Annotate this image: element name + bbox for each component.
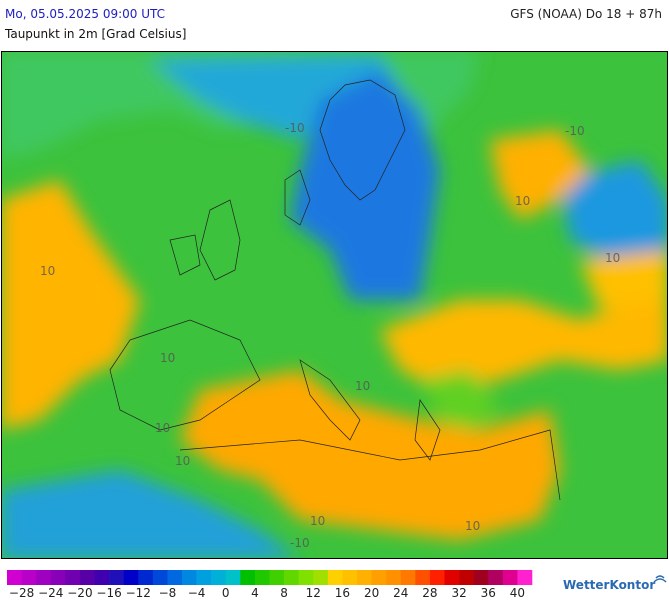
legend-tick-label: −4 xyxy=(188,586,206,600)
legend-swatch xyxy=(386,570,402,585)
legend-tick-label: −8 xyxy=(159,586,177,600)
contour-label: 10 xyxy=(605,251,620,265)
legend-swatch xyxy=(415,570,431,585)
contour-label: -10 xyxy=(290,536,310,550)
legend-tick-label: 24 xyxy=(393,586,408,600)
contour-label: 10 xyxy=(40,264,55,278)
legend-tick-label: −24 xyxy=(38,586,63,600)
legend-tick-label: −16 xyxy=(96,586,121,600)
legend-swatch xyxy=(400,570,416,585)
contour-label: 10 xyxy=(465,519,480,533)
legend-tick-label: 40 xyxy=(510,586,525,600)
legend-swatch xyxy=(357,570,372,585)
legend-swatch xyxy=(502,570,518,585)
contour-label: 10 xyxy=(160,351,175,365)
brand-icon xyxy=(653,575,667,583)
legend-swatch xyxy=(138,570,154,585)
legend-tick-label: 20 xyxy=(364,586,379,600)
legend-swatch xyxy=(313,570,329,585)
legend-tick-label: −28 xyxy=(9,586,34,600)
legend-swatch xyxy=(36,570,52,585)
legend-swatch xyxy=(327,570,343,585)
contour-label: -10 xyxy=(565,124,585,138)
legend-swatch xyxy=(123,570,139,585)
legend-tick-label: 4 xyxy=(251,586,259,600)
contour-label: 10 xyxy=(310,514,325,528)
legend-swatch xyxy=(342,570,358,585)
legend-swatch xyxy=(79,570,95,585)
legend-swatch xyxy=(444,570,460,585)
subtitle: Taupunkt in 2m [Grad Celsius] xyxy=(4,27,186,41)
legend-swatch xyxy=(269,570,285,585)
contour-label: 10 xyxy=(155,421,170,435)
legend-swatch xyxy=(94,570,110,585)
contour-label: 10 xyxy=(355,379,370,393)
legend-swatch xyxy=(182,570,197,585)
legend-swatch xyxy=(167,570,183,585)
legend-swatch xyxy=(284,570,299,585)
contour-label: -10 xyxy=(285,121,305,135)
legend-tick-label: 32 xyxy=(451,586,466,600)
legend-tick-label: −12 xyxy=(126,586,151,600)
legend-tick-label: 28 xyxy=(422,586,437,600)
brand: WetterKontor xyxy=(563,575,667,592)
legend-tick-label: −20 xyxy=(67,586,92,600)
contour-label: 10 xyxy=(175,454,190,468)
legend-tick-label: 12 xyxy=(306,586,321,600)
legend-swatch xyxy=(473,570,489,585)
legend-tick-label: 8 xyxy=(280,586,288,600)
brand-name: WetterKontor xyxy=(563,578,655,592)
legend-swatch xyxy=(371,570,387,585)
legend-swatch xyxy=(254,570,270,585)
model-run: GFS (NOAA) Do 18 + 87h xyxy=(510,7,662,21)
legend-swatch xyxy=(488,570,504,585)
legend-tick-label: 16 xyxy=(335,586,350,600)
legend-swatch xyxy=(109,570,124,585)
legend-swatch xyxy=(211,570,227,585)
legend-swatch xyxy=(152,570,168,585)
datetime: Mo, 05.05.2025 09:00 UTC xyxy=(5,7,165,21)
legend-swatch xyxy=(225,570,241,585)
legend-swatch xyxy=(65,570,81,585)
legend-swatch xyxy=(196,570,212,585)
legend-tick-label: 36 xyxy=(481,586,496,600)
legend-swatch xyxy=(50,570,66,585)
legend-swatch xyxy=(298,570,314,585)
legend-swatch xyxy=(21,570,37,585)
legend-swatch xyxy=(7,570,22,585)
coastlines xyxy=(109,79,561,501)
legend-swatch xyxy=(429,570,445,585)
contour-label: 10 xyxy=(515,194,530,208)
legend: −28 −24 −20 −16 −12 −8 −4 0 4 8 12 16 20 24 28 32 36 40 xyxy=(7,570,533,600)
legend-swatch xyxy=(240,570,256,585)
legend-swatch xyxy=(517,570,533,585)
legend-swatch xyxy=(459,570,474,585)
legend-tick-label: 0 xyxy=(222,586,230,600)
